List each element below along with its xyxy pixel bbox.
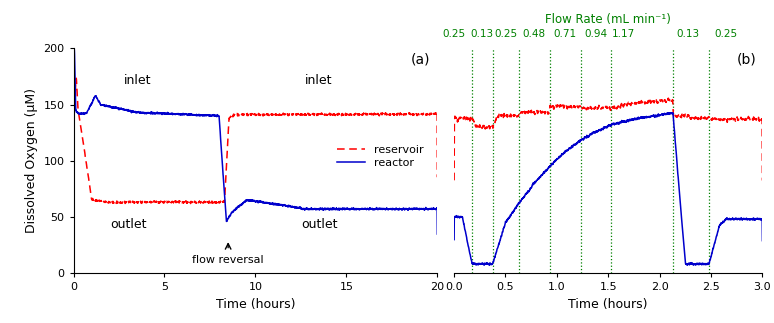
reservoir xyxy=(433,175,442,179)
Text: 0.48: 0.48 xyxy=(522,29,546,39)
Text: 0.13: 0.13 xyxy=(471,29,493,39)
reservoir xyxy=(158,202,167,206)
Text: Flow Rate (mL min⁻¹): Flow Rate (mL min⁻¹) xyxy=(546,13,671,26)
Text: (b): (b) xyxy=(737,53,756,67)
reactor xyxy=(69,136,78,140)
Text: 0.71: 0.71 xyxy=(553,29,577,39)
reactor xyxy=(422,207,431,211)
reservoir xyxy=(224,116,234,120)
Line: reservoir: reservoir xyxy=(74,78,437,204)
reservoir xyxy=(222,163,231,167)
reservoir xyxy=(334,112,343,116)
reactor xyxy=(222,219,231,223)
reactor xyxy=(403,208,413,212)
reservoir xyxy=(242,112,252,116)
Text: 0.13: 0.13 xyxy=(676,29,700,39)
Y-axis label: Dissolved Oxygen (μM): Dissolved Oxygen (μM) xyxy=(25,88,38,233)
Text: inlet: inlet xyxy=(123,74,151,87)
reservoir xyxy=(72,76,81,80)
reservoir xyxy=(69,176,78,180)
Text: 1.17: 1.17 xyxy=(612,29,635,39)
Legend: reservoir, reactor: reservoir, reactor xyxy=(333,140,428,172)
reactor xyxy=(334,207,343,211)
Text: 0.25: 0.25 xyxy=(443,29,466,39)
reservoir xyxy=(422,112,431,116)
reservoir xyxy=(403,112,413,116)
X-axis label: Time (hours): Time (hours) xyxy=(568,297,648,310)
X-axis label: Time (hours): Time (hours) xyxy=(216,297,295,310)
Text: flow reversal: flow reversal xyxy=(192,255,264,265)
Text: outlet: outlet xyxy=(110,218,146,231)
Text: outlet: outlet xyxy=(301,218,337,231)
Text: 0.25: 0.25 xyxy=(494,29,517,39)
Text: 0.94: 0.94 xyxy=(584,29,608,39)
reactor xyxy=(69,47,78,50)
Line: reactor: reactor xyxy=(74,48,437,234)
reactor xyxy=(433,232,442,236)
Text: (a): (a) xyxy=(410,53,430,67)
Text: inlet: inlet xyxy=(305,74,333,87)
Text: 0.25: 0.25 xyxy=(715,29,738,39)
reactor xyxy=(224,214,234,218)
reactor xyxy=(241,198,251,202)
